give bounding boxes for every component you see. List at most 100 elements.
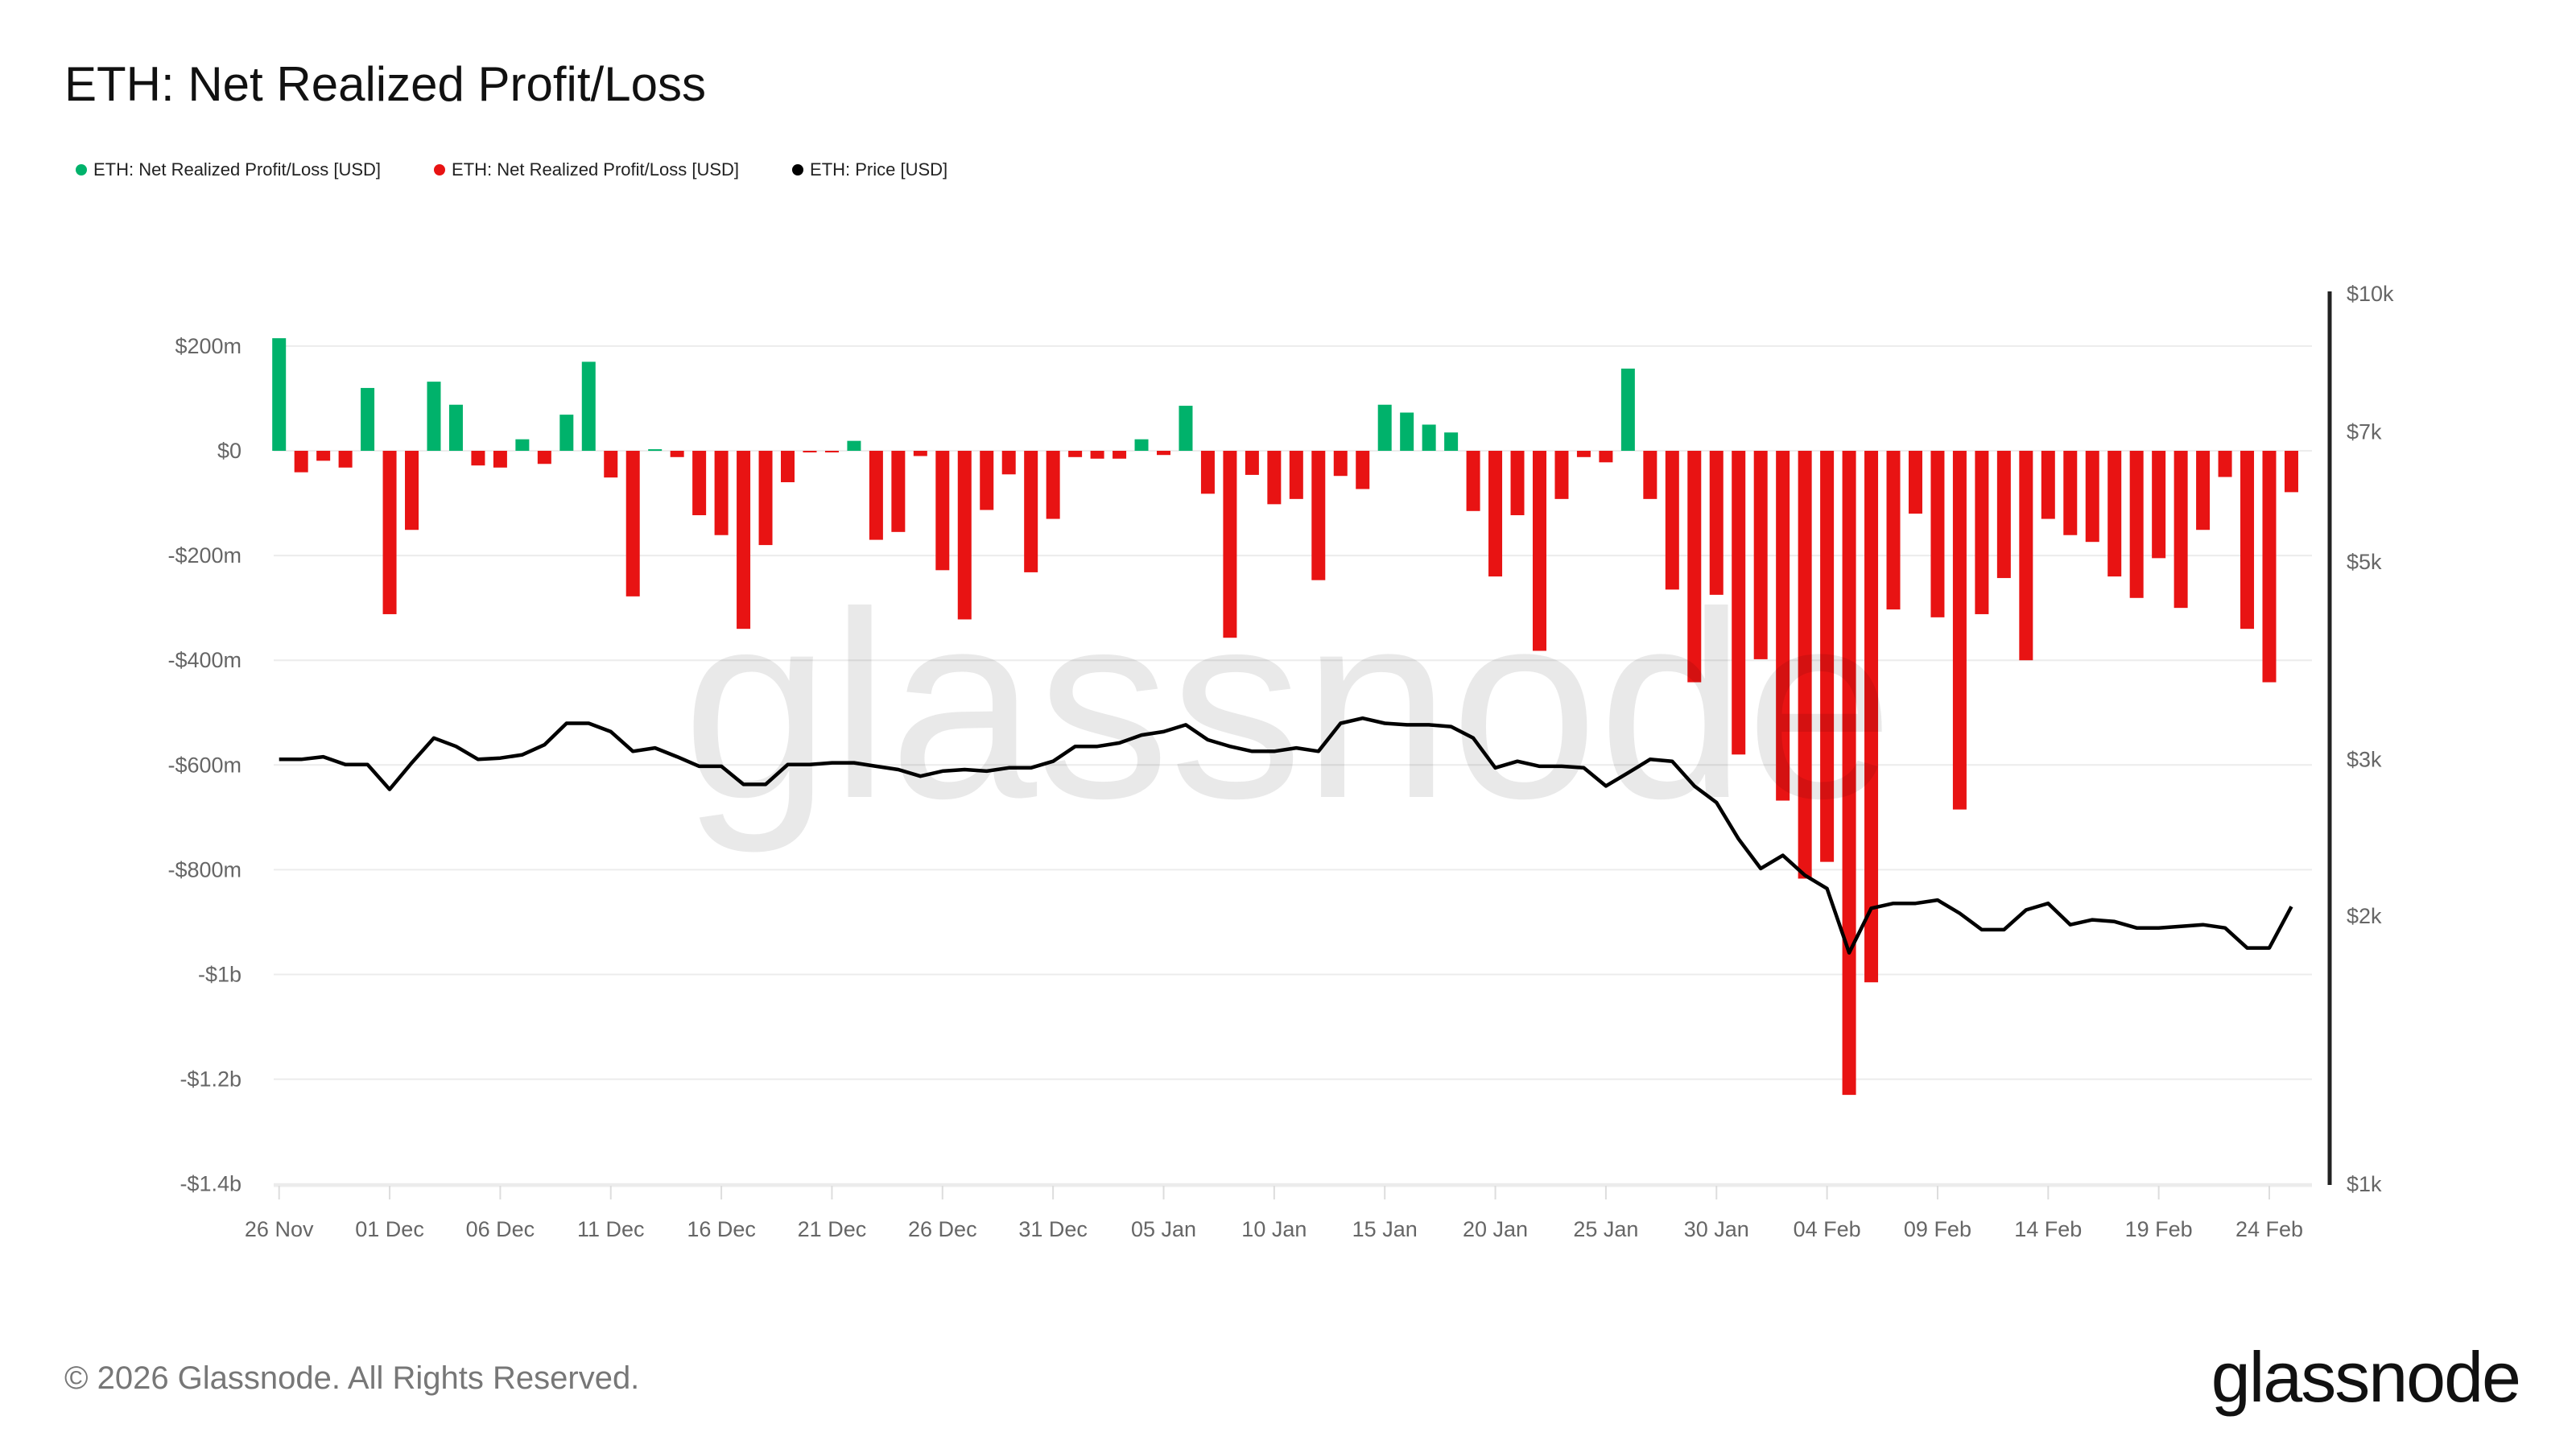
loss-bar[interactable] [1776,451,1790,801]
loss-bar[interactable] [913,451,927,456]
loss-bar[interactable] [625,451,640,597]
loss-bar[interactable] [1753,451,1768,659]
profit-bar[interactable] [1134,439,1149,451]
legend-item-loss[interactable]: ETH: Net Realized Profit/Loss [USD] [434,159,739,180]
loss-bar[interactable] [1090,451,1104,459]
profit-bar[interactable] [1400,412,1414,451]
loss-bar[interactable] [1113,451,1127,459]
loss-bar[interactable] [2063,451,2078,535]
loss-bar[interactable] [1510,451,1525,516]
loss-bar[interactable] [1709,451,1724,595]
loss-bar[interactable] [294,451,308,473]
loss-bar[interactable] [891,451,906,532]
loss-bar[interactable] [1576,451,1591,457]
y-left-tick-label: -$1b [198,963,242,987]
profit-bar[interactable] [361,387,375,451]
loss-bar[interactable] [1886,451,1901,610]
loss-bar[interactable] [1001,451,1016,475]
profit-bar[interactable] [1179,406,1193,451]
loss-bar[interactable] [1554,451,1569,499]
loss-bar[interactable] [1665,451,1679,590]
loss-bar[interactable] [2019,451,2033,661]
loss-bar[interactable] [1046,451,1060,519]
loss-bar[interactable] [1223,451,1237,638]
loss-bar[interactable] [737,451,751,630]
loss-bar[interactable] [405,451,419,530]
profit-bar[interactable] [1422,424,1436,451]
loss-bar[interactable] [1200,451,1215,494]
loss-bar[interactable] [338,451,353,468]
loss-bar[interactable] [824,451,839,452]
loss-bar[interactable] [714,451,729,535]
loss-bar[interactable] [869,451,883,540]
legend-item-price[interactable]: ETH: Price [USD] [792,159,947,180]
loss-bar[interactable] [2174,451,2188,609]
x-tick-label: 14 Feb [2014,1217,2082,1241]
loss-bar[interactable] [1068,451,1083,457]
y-left-tick-label: -$1.2b [180,1067,242,1092]
loss-bar[interactable] [382,451,397,614]
loss-bar[interactable] [1864,451,1879,983]
loss-bar[interactable] [1488,451,1503,577]
loss-bar[interactable] [1732,451,1746,755]
profit-bar[interactable] [1444,432,1459,451]
profit-bar[interactable] [648,449,663,452]
loss-bar[interactable] [1952,451,1967,810]
loss-bar[interactable] [1289,451,1303,499]
y-left-tick-label: -$800m [167,857,242,881]
profit-bar[interactable] [1620,368,1635,451]
profit-bar[interactable] [427,382,441,451]
loss-bar[interactable] [537,451,551,464]
loss-bar[interactable] [2152,451,2166,559]
loss-bar[interactable] [471,451,485,466]
loss-bar[interactable] [692,451,707,516]
loss-bar[interactable] [1798,451,1812,879]
loss-bar[interactable] [493,451,507,468]
loss-bar[interactable] [1820,451,1835,862]
loss-bar[interactable] [1687,451,1702,683]
loss-bar[interactable] [1466,451,1480,511]
loss-bar[interactable] [1643,451,1657,499]
loss-bar[interactable] [2284,451,2298,493]
loss-bar[interactable] [1532,451,1546,651]
profit-bar[interactable] [1377,404,1392,451]
loss-bar[interactable] [2262,451,2277,683]
loss-bar[interactable] [2129,451,2144,598]
loss-bar[interactable] [2218,451,2232,477]
copyright: © 2026 Glassnode. All Rights Reserved. [64,1360,640,1396]
loss-bar[interactable] [1311,451,1326,580]
profit-bar[interactable] [581,361,596,451]
profit-bar[interactable] [847,440,861,451]
loss-bar[interactable] [670,451,684,457]
loss-bar[interactable] [980,451,994,510]
profit-bar[interactable] [559,415,574,451]
loss-bar[interactable] [935,451,950,571]
loss-bar[interactable] [1024,451,1038,572]
loss-bar[interactable] [1267,451,1282,505]
loss-bar[interactable] [803,451,817,452]
loss-bar[interactable] [2041,451,2055,519]
loss-bar[interactable] [781,451,795,483]
loss-bar[interactable] [2196,451,2211,530]
loss-bar[interactable] [1842,451,1856,1096]
loss-bar[interactable] [1930,451,1945,617]
profit-bar[interactable] [448,404,463,451]
loss-bar[interactable] [1333,451,1348,477]
loss-bar[interactable] [316,451,331,461]
loss-bar[interactable] [957,451,972,620]
loss-bar[interactable] [2107,451,2122,577]
loss-bar[interactable] [604,451,618,478]
legend-item-profit[interactable]: ETH: Net Realized Profit/Loss [USD] [76,159,381,180]
loss-bar[interactable] [758,451,773,546]
loss-bar[interactable] [1356,451,1370,489]
loss-bar[interactable] [1245,451,1259,475]
loss-bar[interactable] [1157,451,1170,456]
loss-bar[interactable] [2240,451,2255,630]
loss-bar[interactable] [1996,451,2011,579]
loss-bar[interactable] [1975,451,1989,614]
loss-bar[interactable] [1599,451,1613,463]
profit-bar[interactable] [515,439,530,451]
loss-bar[interactable] [2085,451,2099,543]
profit-bar[interactable] [272,338,287,451]
loss-bar[interactable] [1908,451,1922,514]
